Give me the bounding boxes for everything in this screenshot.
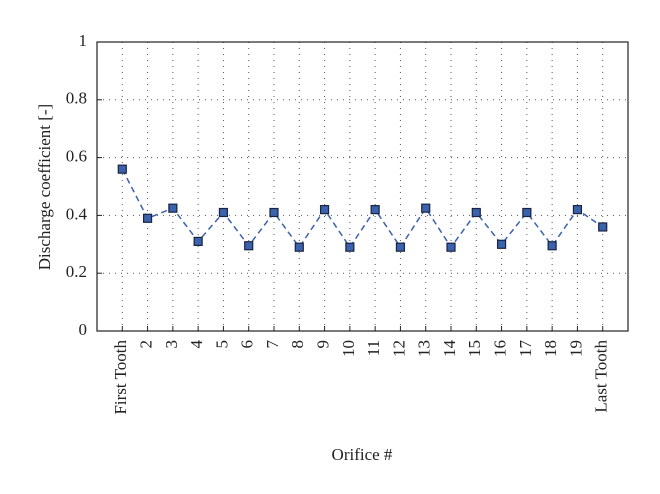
marker <box>370 205 380 215</box>
x-tick-label: 9 <box>313 340 332 349</box>
x-tick-label: 8 <box>288 340 307 349</box>
x-tick-label: 19 <box>566 340 585 357</box>
marker <box>142 213 153 223</box>
x-tick-label: 5 <box>212 340 231 349</box>
y-axis-label: Discharge coefficient [-] <box>35 104 54 270</box>
marker <box>471 207 481 218</box>
x-tick-label: 6 <box>238 340 257 349</box>
x-tick-label: 3 <box>162 340 181 349</box>
marker <box>117 164 127 174</box>
x-tick-label: 2 <box>136 340 155 349</box>
marker <box>218 207 229 218</box>
plot-frame <box>96 41 629 332</box>
x-tick-label: Last Tooth <box>592 340 611 413</box>
marker <box>319 205 330 215</box>
marker <box>598 222 608 232</box>
y-tick-label: 0.6 <box>66 147 87 166</box>
x-tick-label: 4 <box>187 340 206 349</box>
x-tick-label: 15 <box>465 340 484 357</box>
x-tick-label: First Tooth <box>111 340 130 415</box>
marker <box>193 236 203 247</box>
marker <box>522 207 532 218</box>
marker <box>421 203 431 213</box>
y-tick-label: 0.8 <box>66 89 87 108</box>
x-tick-label: 12 <box>389 340 408 357</box>
marker <box>294 242 304 252</box>
x-axis-label: Orifice # <box>332 445 393 464</box>
x-tick-label: 10 <box>339 340 358 357</box>
marker <box>496 239 507 249</box>
x-tick-label: 13 <box>415 340 434 357</box>
data-line <box>121 168 604 249</box>
y-tick-label: 0.4 <box>66 204 88 223</box>
x-tick-label: 7 <box>263 340 282 349</box>
y-tick-label: 0 <box>79 320 88 339</box>
x-tick-label: 14 <box>440 340 459 358</box>
marker <box>547 241 557 251</box>
y-tick-label: 1 <box>79 31 88 50</box>
marker <box>446 242 456 252</box>
y-tick-label: 0.2 <box>66 262 87 281</box>
marker <box>395 242 406 252</box>
x-tick-label: 17 <box>516 340 535 358</box>
x-tick-label: 18 <box>541 340 560 357</box>
marker <box>168 203 178 213</box>
marker <box>345 242 355 252</box>
marker <box>269 207 279 218</box>
marker <box>572 205 583 215</box>
marker <box>244 241 254 251</box>
x-tick-label: 11 <box>364 340 383 356</box>
x-tick-label: 16 <box>490 340 509 357</box>
